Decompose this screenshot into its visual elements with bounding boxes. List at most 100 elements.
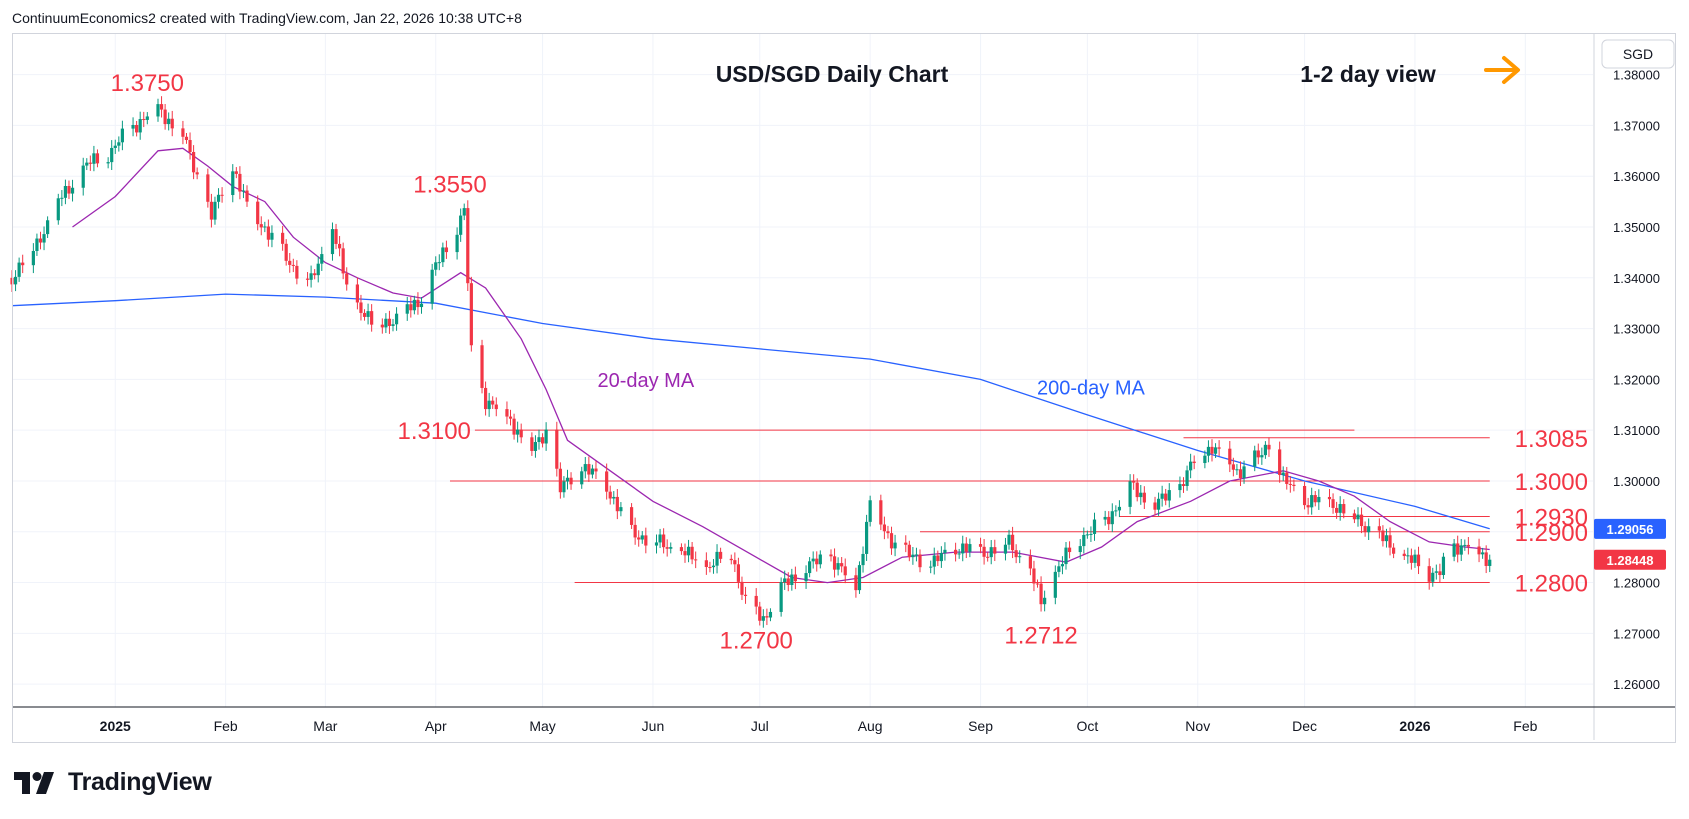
candle-body [907,544,911,558]
candle-body [384,318,388,328]
candle-body [1010,534,1015,551]
candle-body [1085,534,1089,536]
candle-body [355,284,360,303]
candle-body [1342,504,1346,514]
candle-body [316,263,320,276]
candle-body [1039,583,1043,605]
candle-body [533,442,538,451]
candle-body [113,145,117,148]
candle-body [861,553,865,566]
candle-body [1356,514,1360,520]
candle-body [540,437,545,444]
candle-body [81,165,85,188]
annotation-label: 1.3550 [413,171,486,198]
candle-body [829,554,833,557]
candle-body [1391,547,1396,554]
candle-body [1082,534,1086,547]
time-tick-label: Jul [751,718,769,734]
candle-body [1132,481,1136,483]
candle-body [516,429,520,435]
candle-body [1142,492,1146,503]
candle-body [804,573,808,582]
candle-body [882,524,887,532]
candle-body [879,500,883,525]
candle-body [929,566,933,568]
candle-body [587,464,591,475]
candle-body [241,190,246,192]
candle-body [811,558,815,562]
tradingview-logo[interactable]: TradingView [14,768,212,797]
candle-body [1281,472,1285,475]
candle-body [964,543,968,552]
level-label-1.2900: 1.2900 [1515,520,1588,547]
candle-body [284,243,288,261]
candle-body [483,387,488,410]
candle-body [70,187,75,194]
candle-body [1367,526,1371,533]
candle-body [305,278,310,280]
candle-body [1181,484,1186,486]
price-tick-label: 1.38000 [1613,68,1660,83]
candle-body [145,116,149,120]
candle-body [216,194,221,202]
candle-body [1032,568,1036,584]
candle-body [690,546,694,560]
chart-grid [12,34,1593,707]
candle-body [494,404,498,410]
candle-body [437,262,441,264]
candle-body [605,471,609,492]
price-tag-ma200 [1594,518,1666,539]
candle-body [1335,507,1339,513]
candle-body [92,153,96,164]
candle-body [818,554,822,565]
candle-body [213,201,217,220]
price-tag-label-ma200: 1.29056 [1607,522,1654,537]
candle-body [444,247,449,253]
candle-body [594,468,598,472]
price-tick-label: 1.33000 [1613,322,1660,337]
candle-body [982,546,986,557]
candle-body [67,185,71,194]
candle-body [1107,516,1111,525]
candle-body [569,477,573,485]
candle-body [480,345,484,388]
candle-body [281,232,285,244]
candle-body [512,418,516,435]
candle-body [1253,450,1257,467]
candle-body [754,595,758,607]
candle-body [85,162,89,166]
candle-body [1035,583,1040,585]
candle-body [1431,572,1435,582]
level-label-1.3085: 1.3085 [1515,426,1588,453]
candle-body [954,549,958,555]
candle-body [120,128,124,143]
candle-body [519,429,523,438]
candle-body [1263,444,1268,456]
candle-body [231,171,235,196]
currency-button[interactable]: SGD [1601,39,1675,69]
annotation-label: 1.2700 [720,628,793,655]
candle-body [31,251,35,266]
candle-body [1003,544,1008,554]
candle-body [491,400,495,405]
candle-body [487,400,491,410]
candle-body [768,611,773,618]
candle-body [191,151,196,173]
candle-body [779,582,783,612]
candle-body [565,477,570,482]
time-tick-label: Dec [1292,718,1317,734]
candle-body [654,542,659,546]
candle-body [270,232,274,240]
candle-body [106,162,110,164]
candle-body [1117,506,1122,511]
candle-body [1456,543,1460,555]
candle-body [1185,470,1189,486]
candle-body [409,304,413,311]
time-tick-label: Apr [425,718,447,734]
candle-body [405,304,409,314]
candle-body [544,429,548,444]
candle-body [330,229,335,255]
right-arrow-icon [1484,56,1520,84]
candle-body [21,262,25,266]
